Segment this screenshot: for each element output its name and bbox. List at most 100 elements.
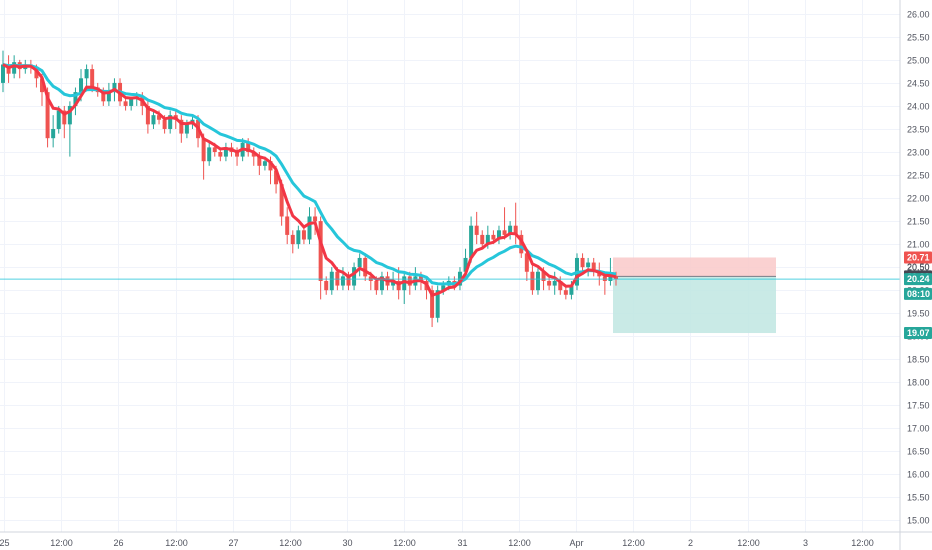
candle-body: [251, 152, 256, 157]
price-tick-label: 22.50: [907, 171, 930, 181]
candle-body: [329, 271, 334, 291]
price-tick-label: 19.50: [907, 309, 930, 319]
candle-body: [279, 184, 284, 217]
candle-body: [257, 156, 262, 166]
candle-body: [591, 262, 596, 272]
candle-body: [463, 257, 468, 272]
candle-body: [207, 147, 212, 162]
price-tick-label: 21.00: [907, 240, 930, 250]
price-tick-label: 24.00: [907, 102, 930, 112]
candle-body: [79, 78, 84, 93]
candle-body: [352, 267, 357, 286]
candle-body: [402, 276, 407, 291]
candle-body: [469, 225, 474, 258]
candle-body: [67, 105, 72, 125]
price-axis[interactable]: 15.00 15.50 16.00 16.50 17.00 17.50 18.00 18.50…: [899, 0, 930, 550]
slow-moving-average-line: [2, 63, 617, 286]
grid: [0, 0, 900, 532]
candle-body: [569, 285, 574, 295]
candle-body: [179, 119, 184, 134]
candle-body: [168, 115, 173, 129]
candles: [1, 50, 618, 328]
price-tick-label: 18.00: [907, 378, 930, 388]
candle-body: [1, 64, 5, 83]
candle-body: [84, 69, 89, 79]
candle-body: [212, 147, 217, 152]
price-tick-label: 23.50: [907, 125, 930, 135]
time-tick-label: 12:00: [165, 538, 188, 548]
candle-body: [324, 280, 329, 291]
candle-body: [586, 262, 591, 268]
candle-body: [129, 99, 134, 106]
candle-body: [235, 152, 240, 157]
candle-body: [123, 101, 128, 106]
price-badge-label: 20.71: [907, 252, 930, 262]
stop-loss-zone[interactable]: [613, 257, 776, 277]
candle-body: [201, 138, 206, 162]
time-tick-label: 12:00: [622, 538, 645, 548]
price-tick-label: 15.00: [907, 516, 930, 526]
candle-body: [45, 92, 50, 139]
price-badge-label: 08:10: [907, 289, 930, 299]
candle-body: [614, 276, 618, 280]
time-tick-label: 2: [688, 538, 693, 548]
time-tick-label: Apr: [569, 538, 583, 548]
price-badge-label: 20.50: [907, 262, 930, 272]
candle-body: [246, 142, 251, 152]
candle-body: [151, 115, 156, 125]
candle-body: [508, 225, 513, 235]
candle-body: [357, 257, 362, 268]
price-tick-label: 16.00: [907, 470, 930, 480]
candle-body: [480, 234, 485, 245]
price-tick-label: 20.50: [907, 263, 930, 273]
time-tick-label: 30: [342, 538, 352, 548]
time-tick-label: 26: [113, 538, 123, 548]
candle-body: [112, 82, 117, 93]
time-tick-label: 12:00: [508, 538, 531, 548]
time-axis[interactable]: 25 12:00 26 12:00 27 12:00 30 12:00 31 12:00 Apr 12…: [0, 531, 932, 548]
price-tick-label: 22.00: [907, 194, 930, 204]
time-tick-label: 12:00: [393, 538, 416, 548]
candle-body: [218, 152, 223, 157]
candle-body: [56, 110, 61, 129]
candle-body: [558, 280, 563, 291]
price-tick-label: 25.00: [907, 56, 930, 66]
candle-body: [502, 230, 507, 235]
candle-body: [73, 92, 78, 106]
candle-body: [274, 170, 279, 185]
candle-body: [290, 234, 295, 245]
candle-body: [530, 271, 535, 291]
candle-body: [491, 234, 496, 240]
candle-body: [513, 225, 518, 235]
candle-body: [184, 124, 189, 134]
time-tick-label: 12:00: [737, 538, 760, 548]
candle-body: [430, 290, 435, 318]
price-badge: [904, 327, 932, 340]
candle-body: [145, 105, 150, 125]
candle-body: [435, 290, 440, 318]
candle-body: [296, 230, 301, 245]
candle-body: [101, 92, 106, 102]
candle-body: [379, 276, 384, 291]
candle-body: [106, 92, 111, 102]
candle-body: [162, 119, 167, 129]
candle-body: [346, 276, 351, 286]
price-tick-label: 15.50: [907, 493, 930, 503]
candle-body: [485, 234, 490, 245]
candle-body: [441, 285, 446, 291]
candle-body: [535, 271, 540, 291]
take-profit-zone[interactable]: [613, 276, 776, 334]
candle-body: [541, 271, 546, 281]
candle-body: [12, 62, 17, 74]
time-tick-label: 12:00: [279, 538, 302, 548]
position-zones[interactable]: [613, 257, 776, 334]
candle-body: [580, 257, 585, 268]
candle-body: [519, 234, 524, 254]
price-badge-label: 19.07: [907, 328, 930, 338]
candle-body: [552, 280, 557, 286]
candle-body: [268, 161, 273, 171]
candle-body: [391, 280, 396, 286]
candle-body: [563, 290, 568, 295]
